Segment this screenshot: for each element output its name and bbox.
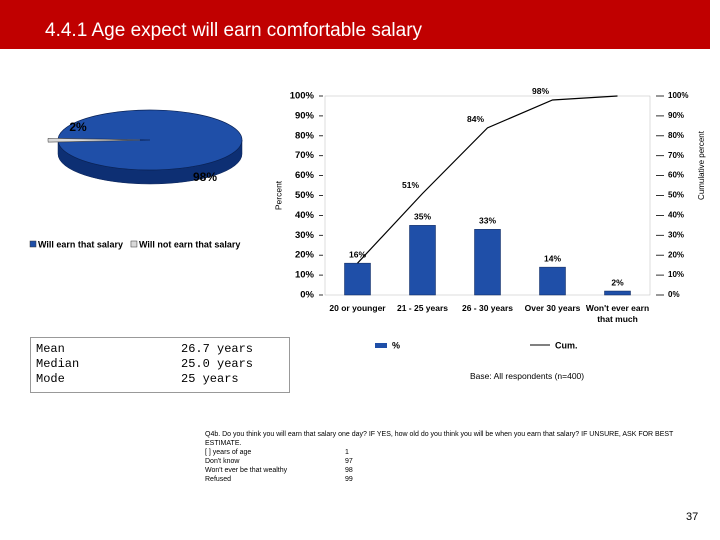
- bar: [474, 229, 501, 296]
- line-label: 51%: [402, 180, 419, 190]
- code-row: [ ] years of age 1: [205, 448, 705, 457]
- stat-label: Mean: [36, 342, 65, 356]
- y2-tick-label: 90%: [668, 111, 684, 120]
- stat-value: 25.0 years: [181, 357, 254, 371]
- y2-tick-label: 10%: [668, 270, 684, 279]
- y2-tick-label: 20%: [668, 250, 684, 259]
- x-tick-label: 21 - 25 years: [396, 303, 449, 313]
- bar-label: 33%: [479, 216, 496, 226]
- y-tick-label: 60%: [295, 170, 315, 181]
- bar: [539, 266, 566, 296]
- x-tick-label: Won't ever earn that much: [585, 303, 650, 324]
- question-note: Q4b. Do you think you will earn that sal…: [205, 430, 705, 484]
- y2-tick-label: 30%: [668, 230, 684, 239]
- legend-swatch: [29, 240, 37, 248]
- bar: [604, 290, 631, 296]
- cumulative-line: [357, 95, 618, 264]
- stats-box: Mean 26.7 years Median 25.0 years Mode 25 yea…: [30, 337, 290, 393]
- slide-title: 4.4.1 Age expect will earn comfortable s…: [45, 20, 423, 41]
- legend-label: Will not earn that salary: [139, 239, 240, 249]
- code-row: Won't ever be that wealthy 98: [205, 466, 705, 475]
- x-tick-label: 20 or younger: [329, 303, 386, 313]
- question-text: Q4b. Do you think you will earn that sal…: [205, 431, 674, 447]
- x-tick-label: 26 - 30 years: [461, 303, 514, 313]
- y2-tick-label: 40%: [668, 211, 684, 220]
- line-label: 98%: [532, 86, 549, 96]
- code-label: Refused: [205, 476, 232, 483]
- pie-label: 2%: [69, 120, 87, 134]
- legend-swatch: [130, 240, 138, 248]
- y2-tick-label: 70%: [668, 151, 684, 160]
- stat-value: 26.7 years: [181, 342, 254, 356]
- code-label: Don't know: [205, 458, 240, 465]
- y-tick-label: 30%: [295, 230, 315, 241]
- line-label: 84%: [467, 114, 484, 124]
- bar-label: 35%: [414, 212, 431, 222]
- code-row: Refused 99: [205, 475, 705, 484]
- y2-tick-label: 50%: [668, 191, 684, 200]
- pie-label: 98%: [193, 170, 217, 184]
- pie-slice: [57, 109, 243, 171]
- y2-tick-label: 0%: [668, 290, 680, 299]
- bar: [344, 262, 371, 296]
- code-value: 1: [345, 449, 349, 456]
- code-label: [ ] years of age: [205, 449, 252, 456]
- legend-swatch: [375, 343, 387, 348]
- y2-axis-label: Cumulative percent: [697, 130, 706, 200]
- y2-tick-label: 80%: [668, 131, 684, 140]
- header-band: [0, 0, 710, 49]
- y-tick-label: 0%: [300, 290, 314, 301]
- y-tick-label: 90%: [295, 110, 315, 121]
- bar-label: 2%: [611, 277, 624, 287]
- y-tick-label: 10%: [295, 270, 315, 281]
- code-label: Won't ever be that wealthy: [205, 467, 288, 474]
- bar-label: 14%: [544, 253, 561, 263]
- pie-slice: [47, 137, 141, 143]
- y-tick-label: 20%: [295, 250, 315, 261]
- y-tick-label: 40%: [295, 210, 315, 221]
- code-value: 97: [345, 458, 353, 465]
- bar-label: 16%: [349, 249, 366, 259]
- page-number: 37: [686, 511, 699, 523]
- code-value: 98: [345, 467, 353, 474]
- y-tick-label: 100%: [290, 91, 315, 102]
- x-tick-label: Over 30 years: [524, 303, 581, 313]
- y2-tick-label: 100%: [668, 91, 688, 100]
- y-axis-label: Percent: [273, 180, 283, 210]
- code-value: 99: [345, 476, 353, 483]
- y-tick-label: 50%: [295, 190, 315, 201]
- stat-label: Mode: [36, 372, 65, 386]
- stat-value: 25 years: [181, 372, 239, 386]
- base-note: Base: All respondents (n=400): [470, 371, 585, 381]
- bar: [409, 225, 436, 296]
- y-tick-label: 80%: [295, 130, 315, 141]
- code-row: Don't know 97: [205, 457, 705, 466]
- legend-label: %: [392, 340, 400, 350]
- legend-label: Cum.: [555, 340, 578, 350]
- legend-label: Will earn that salary: [38, 239, 123, 249]
- y-tick-label: 70%: [295, 150, 315, 161]
- y2-tick-label: 60%: [668, 171, 684, 180]
- stat-label: Median: [36, 357, 80, 371]
